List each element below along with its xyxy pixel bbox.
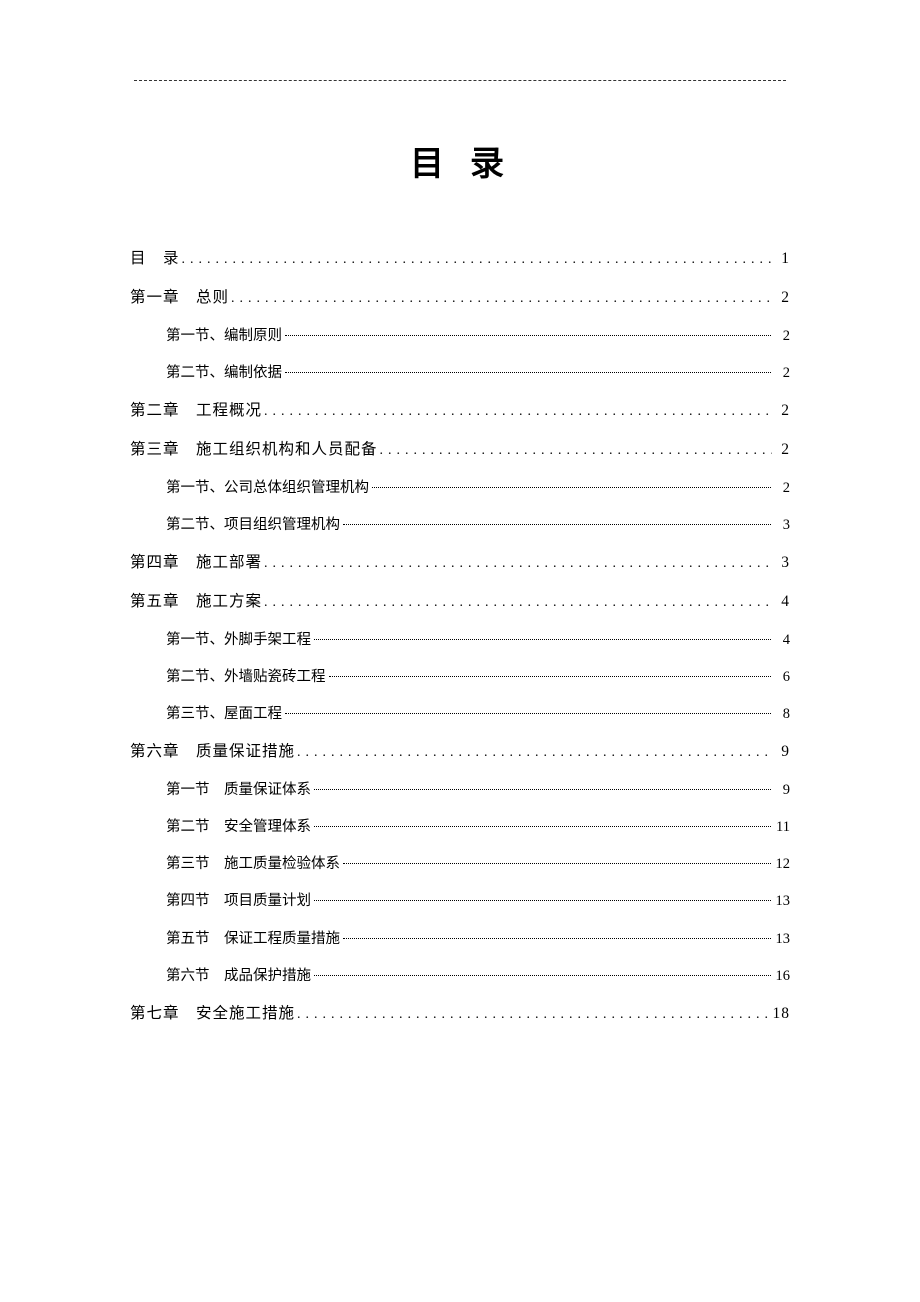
toc-entry: 第二章 工程概况 2 bbox=[130, 399, 790, 424]
toc-leader bbox=[329, 676, 772, 677]
toc-label: 第一节 质量保证体系 bbox=[166, 779, 311, 802]
toc-page-number: 12 bbox=[774, 853, 790, 876]
toc-label: 第五节 保证工程质量措施 bbox=[166, 928, 340, 951]
toc-page-number: 18 bbox=[773, 1002, 791, 1027]
toc-leader bbox=[343, 938, 771, 939]
header-separator bbox=[134, 80, 786, 81]
toc-page-number: 11 bbox=[774, 816, 790, 839]
toc-label: 第七章 安全施工措施 bbox=[130, 1002, 295, 1027]
toc-leader bbox=[285, 713, 771, 714]
document-page: 目录 目 录1第一章 总则2第一节、编制原则2第二节、编制依据2第二章 工程概况… bbox=[0, 0, 920, 1101]
toc-label: 第二节、项目组织管理机构 bbox=[166, 514, 340, 537]
toc-entry: 第二节 安全管理体系 11 bbox=[166, 816, 790, 839]
toc-label: 第六章 质量保证措施 bbox=[130, 740, 295, 765]
toc-leader bbox=[372, 487, 771, 488]
toc-leader bbox=[182, 249, 772, 271]
toc-page-number: 2 bbox=[774, 362, 790, 385]
toc-entry: 第一节、公司总体组织管理机构 2 bbox=[166, 477, 790, 500]
toc-entry: 第六节 成品保护措施 16 bbox=[166, 965, 790, 988]
toc-entry: 第二节、外墙贴瓷砖工程 6 bbox=[166, 666, 790, 689]
toc-leader bbox=[264, 553, 772, 575]
page-title: 目录 bbox=[130, 136, 790, 185]
toc-page-number: 4 bbox=[774, 590, 790, 615]
toc-entry: 第五节 保证工程质量措施 13 bbox=[166, 928, 790, 951]
toc-page-number: 2 bbox=[774, 438, 790, 463]
toc-page-number: 16 bbox=[774, 965, 790, 988]
toc-label: 第四章 施工部署 bbox=[130, 551, 262, 576]
toc-entry: 目 录 1 bbox=[130, 247, 790, 272]
table-of-contents: 目 录1第一章 总则2第一节、编制原则2第二节、编制依据2第二章 工程概况2第三… bbox=[130, 247, 790, 1027]
toc-entry: 第一节 质量保证体系 9 bbox=[166, 779, 790, 802]
toc-page-number: 2 bbox=[774, 286, 790, 311]
toc-page-number: 8 bbox=[774, 703, 790, 726]
toc-page-number: 9 bbox=[774, 740, 790, 765]
toc-page-number: 3 bbox=[774, 551, 790, 576]
toc-page-number: 9 bbox=[774, 779, 790, 802]
toc-entry: 第三章 施工组织机构和人员配备 2 bbox=[130, 438, 790, 463]
toc-leader bbox=[285, 372, 771, 373]
toc-leader bbox=[314, 826, 771, 827]
toc-label: 第三节 施工质量检验体系 bbox=[166, 853, 340, 876]
toc-leader bbox=[314, 639, 771, 640]
toc-leader bbox=[297, 742, 772, 764]
toc-leader bbox=[380, 440, 772, 462]
toc-leader bbox=[314, 900, 771, 901]
toc-page-number: 3 bbox=[774, 514, 790, 537]
toc-page-number: 6 bbox=[774, 666, 790, 689]
toc-label: 目 录 bbox=[130, 247, 180, 272]
toc-entry: 第七章 安全施工措施 18 bbox=[130, 1002, 790, 1027]
toc-entry: 第四章 施工部署 3 bbox=[130, 551, 790, 576]
toc-page-number: 1 bbox=[774, 247, 790, 272]
toc-label: 第一节、外脚手架工程 bbox=[166, 629, 311, 652]
toc-label: 第四节 项目质量计划 bbox=[166, 890, 311, 913]
toc-page-number: 2 bbox=[774, 399, 790, 424]
toc-label: 第三节、屋面工程 bbox=[166, 703, 282, 726]
toc-label: 第一节、公司总体组织管理机构 bbox=[166, 477, 369, 500]
toc-label: 第五章 施工方案 bbox=[130, 590, 262, 615]
toc-leader bbox=[314, 975, 771, 976]
toc-leader bbox=[314, 789, 771, 790]
toc-entry: 第一节、编制原则 2 bbox=[166, 325, 790, 348]
toc-page-number: 2 bbox=[774, 325, 790, 348]
toc-entry: 第五章 施工方案 4 bbox=[130, 590, 790, 615]
toc-label: 第二节、外墙贴瓷砖工程 bbox=[166, 666, 326, 689]
toc-leader bbox=[343, 863, 771, 864]
toc-leader bbox=[264, 592, 772, 614]
toc-page-number: 2 bbox=[774, 477, 790, 500]
toc-label: 第二节 安全管理体系 bbox=[166, 816, 311, 839]
toc-label: 第二节、编制依据 bbox=[166, 362, 282, 385]
toc-page-number: 13 bbox=[774, 890, 790, 913]
toc-entry: 第六章 质量保证措施 9 bbox=[130, 740, 790, 765]
toc-entry: 第一节、外脚手架工程 4 bbox=[166, 629, 790, 652]
toc-entry: 第二节、编制依据 2 bbox=[166, 362, 790, 385]
toc-leader bbox=[343, 524, 771, 525]
toc-leader bbox=[231, 288, 772, 310]
toc-entry: 第三节、屋面工程 8 bbox=[166, 703, 790, 726]
toc-leader bbox=[285, 335, 771, 336]
toc-label: 第一章 总则 bbox=[130, 286, 229, 311]
toc-entry: 第二节、项目组织管理机构 3 bbox=[166, 514, 790, 537]
toc-leader bbox=[264, 401, 772, 423]
toc-leader bbox=[297, 1004, 770, 1026]
toc-page-number: 4 bbox=[774, 629, 790, 652]
toc-label: 第一节、编制原则 bbox=[166, 325, 282, 348]
toc-entry: 第四节 项目质量计划 13 bbox=[166, 890, 790, 913]
toc-entry: 第一章 总则 2 bbox=[130, 286, 790, 311]
toc-page-number: 13 bbox=[774, 928, 790, 951]
toc-label: 第二章 工程概况 bbox=[130, 399, 262, 424]
toc-entry: 第三节 施工质量检验体系 12 bbox=[166, 853, 790, 876]
toc-label: 第六节 成品保护措施 bbox=[166, 965, 311, 988]
toc-label: 第三章 施工组织机构和人员配备 bbox=[130, 438, 378, 463]
